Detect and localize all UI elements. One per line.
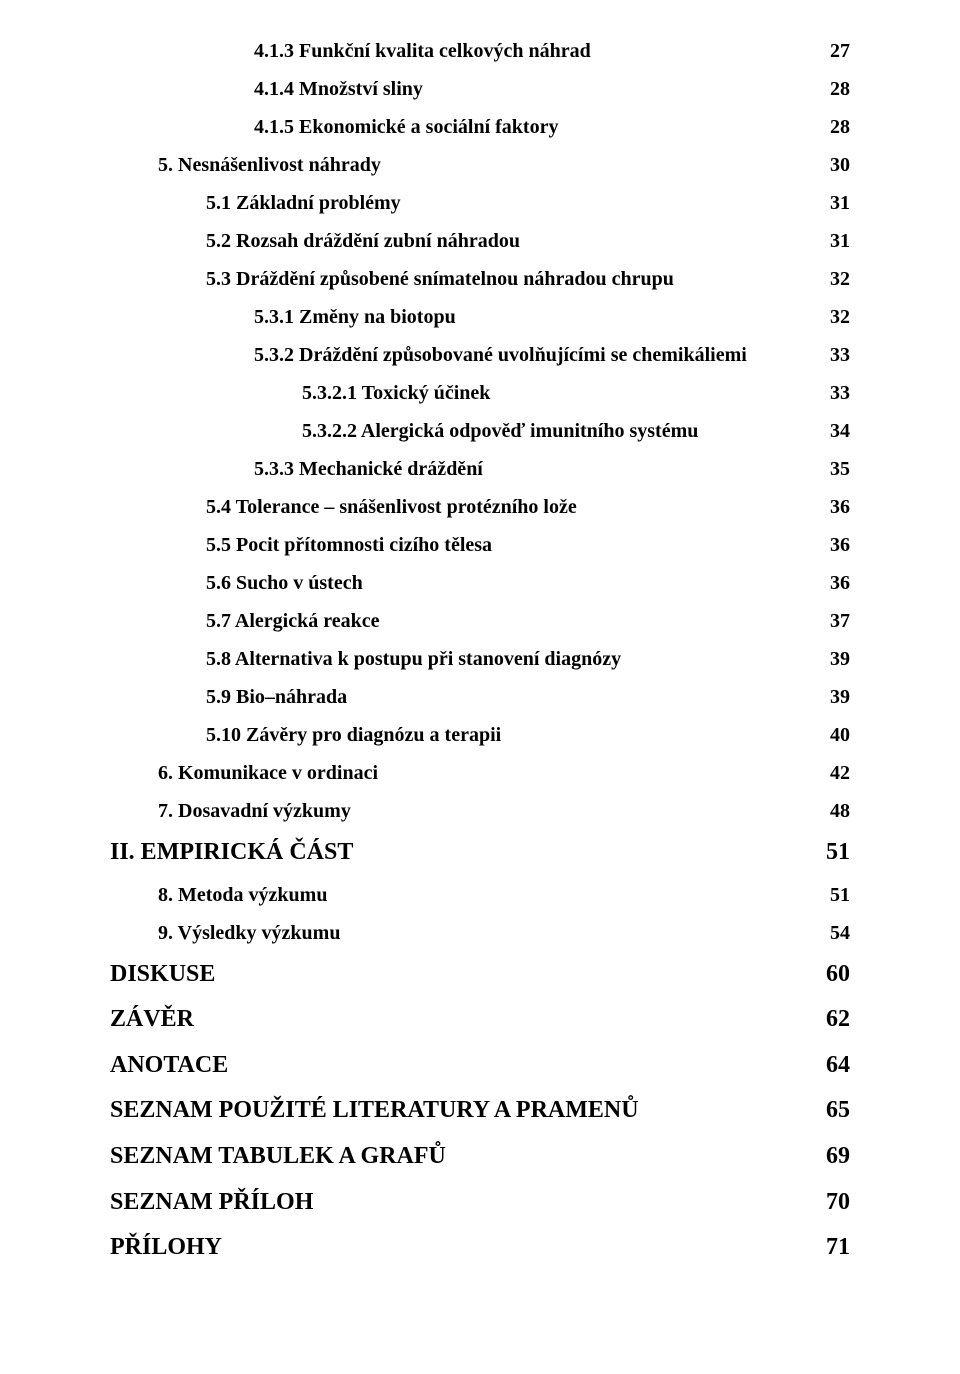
toc-row: 5.10 Závěry pro diagnózu a terapii40 [110,716,850,754]
toc-entry-page: 70 [818,1180,850,1226]
toc-entry-page: 51 [818,876,850,914]
toc-row: 5.9 Bio–náhrada39 [110,678,850,716]
toc-entry-page: 31 [818,222,850,260]
toc-entry-title: 4.1.4 Množství sliny [254,70,818,108]
toc-entry-title: 5. Nesnášenlivost náhrady [158,146,818,184]
toc-entry-page: 36 [818,564,850,602]
toc-entry-title: ANOTACE [110,1043,818,1089]
toc-entry-page: 37 [818,602,850,640]
toc-row: 9. Výsledky výzkumu54 [110,914,850,952]
toc-entry-page: 35 [818,450,850,488]
toc-row: SEZNAM TABULEK A GRAFŮ69 [110,1134,850,1180]
toc-entry-title: 5.2 Rozsah dráždění zubní náhradou [206,222,818,260]
toc-entry-title: 5.1 Základní problémy [206,184,818,222]
toc-entry-page: 48 [818,792,850,830]
toc-row: 7. Dosavadní výzkumy48 [110,792,850,830]
toc-entry-page: 33 [818,336,850,374]
table-of-contents: 4.1.3 Funkční kvalita celkových náhrad27… [110,32,850,1271]
toc-entry-page: 42 [818,754,850,792]
toc-row: 5.3.2 Dráždění způsobované uvolňujícími … [110,336,850,374]
toc-row: 4.1.3 Funkční kvalita celkových náhrad27 [110,32,850,70]
toc-row: 4.1.4 Množství sliny28 [110,70,850,108]
toc-entry-page: 64 [818,1043,850,1089]
toc-entry-title: 5.3.2.2 Alergická odpověď imunitního sys… [302,412,818,450]
toc-entry-page: 27 [818,32,850,70]
toc-entry-title: 5.3.2.1 Toxický účinek [302,374,818,412]
toc-row: 5.3.2.2 Alergická odpověď imunitního sys… [110,412,850,450]
toc-row: ZÁVĚR62 [110,997,850,1043]
toc-entry-title: 5.5 Pocit přítomnosti cizího tělesa [206,526,818,564]
toc-entry-title: 4.1.3 Funkční kvalita celkových náhrad [254,32,818,70]
toc-entry-page: 69 [818,1134,850,1180]
toc-entry-title: 5.10 Závěry pro diagnózu a terapii [206,716,818,754]
toc-entry-page: 39 [818,678,850,716]
toc-entry-page: 36 [818,488,850,526]
toc-row: 5.3.2.1 Toxický účinek33 [110,374,850,412]
toc-entry-title: 6. Komunikace v ordinaci [158,754,818,792]
toc-entry-page: 33 [818,374,850,412]
toc-row: 5.7 Alergická reakce37 [110,602,850,640]
toc-entry-page: 71 [818,1225,850,1271]
toc-row: 5.3.3 Mechanické dráždění35 [110,450,850,488]
toc-row: 5.8 Alternativa k postupu při stanovení … [110,640,850,678]
toc-row: 5.2 Rozsah dráždění zubní náhradou31 [110,222,850,260]
toc-entry-title: SEZNAM TABULEK A GRAFŮ [110,1134,818,1180]
toc-row: PŘÍLOHY71 [110,1225,850,1271]
toc-row: ANOTACE64 [110,1043,850,1089]
toc-entry-title: 5.7 Alergická reakce [206,602,818,640]
toc-row: 5. Nesnášenlivost náhrady30 [110,146,850,184]
toc-entry-page: 40 [818,716,850,754]
toc-entry-title: 5.3 Dráždění způsobené snímatelnou náhra… [206,260,818,298]
toc-entry-title: 5.6 Sucho v ústech [206,564,818,602]
toc-entry-page: 28 [818,108,850,146]
toc-entry-title: 5.3.3 Mechanické dráždění [254,450,818,488]
toc-entry-page: 31 [818,184,850,222]
toc-entry-page: 65 [818,1088,850,1134]
toc-entry-title: 5.9 Bio–náhrada [206,678,818,716]
toc-entry-title: 4.1.5 Ekonomické a sociální faktory [254,108,818,146]
toc-entry-page: 39 [818,640,850,678]
toc-entry-page: 62 [818,997,850,1043]
toc-row: 5.3 Dráždění způsobené snímatelnou náhra… [110,260,850,298]
toc-entry-title: 5.3.2 Dráždění způsobované uvolňujícími … [254,336,818,374]
toc-entry-title: 7. Dosavadní výzkumy [158,792,818,830]
toc-row: 4.1.5 Ekonomické a sociální faktory28 [110,108,850,146]
toc-entry-page: 32 [818,298,850,336]
toc-entry-title: ZÁVĚR [110,997,818,1043]
toc-row: 5.6 Sucho v ústech36 [110,564,850,602]
toc-entry-page: 51 [818,830,850,876]
toc-entry-page: 34 [818,412,850,450]
toc-entry-title: PŘÍLOHY [110,1225,818,1271]
toc-entry-title: II. EMPIRICKÁ ČÁST [110,830,818,876]
toc-row: II. EMPIRICKÁ ČÁST51 [110,830,850,876]
toc-entry-page: 30 [818,146,850,184]
toc-entry-title: SEZNAM POUŽITÉ LITERATURY A PRAMENŮ [110,1088,818,1134]
toc-entry-page: 32 [818,260,850,298]
toc-row: 6. Komunikace v ordinaci42 [110,754,850,792]
toc-row: 8. Metoda výzkumu51 [110,876,850,914]
toc-entry-page: 36 [818,526,850,564]
toc-entry-title: DISKUSE [110,952,818,998]
toc-entry-title: 8. Metoda výzkumu [158,876,818,914]
toc-entry-title: 5.4 Tolerance – snášenlivost protézního … [206,488,818,526]
toc-entry-title: 5.8 Alternativa k postupu při stanovení … [206,640,818,678]
toc-row: DISKUSE60 [110,952,850,998]
toc-entry-page: 60 [818,952,850,998]
toc-row: 5.3.1 Změny na biotopu32 [110,298,850,336]
toc-row: SEZNAM PŘÍLOH70 [110,1180,850,1226]
toc-row: 5.5 Pocit přítomnosti cizího tělesa36 [110,526,850,564]
toc-row: 5.4 Tolerance – snášenlivost protézního … [110,488,850,526]
toc-row: SEZNAM POUŽITÉ LITERATURY A PRAMENŮ65 [110,1088,850,1134]
toc-row: 5.1 Základní problémy31 [110,184,850,222]
toc-entry-page: 54 [818,914,850,952]
toc-entry-title: 5.3.1 Změny na biotopu [254,298,818,336]
toc-entry-title: SEZNAM PŘÍLOH [110,1180,818,1226]
toc-entry-page: 28 [818,70,850,108]
toc-entry-title: 9. Výsledky výzkumu [158,914,818,952]
